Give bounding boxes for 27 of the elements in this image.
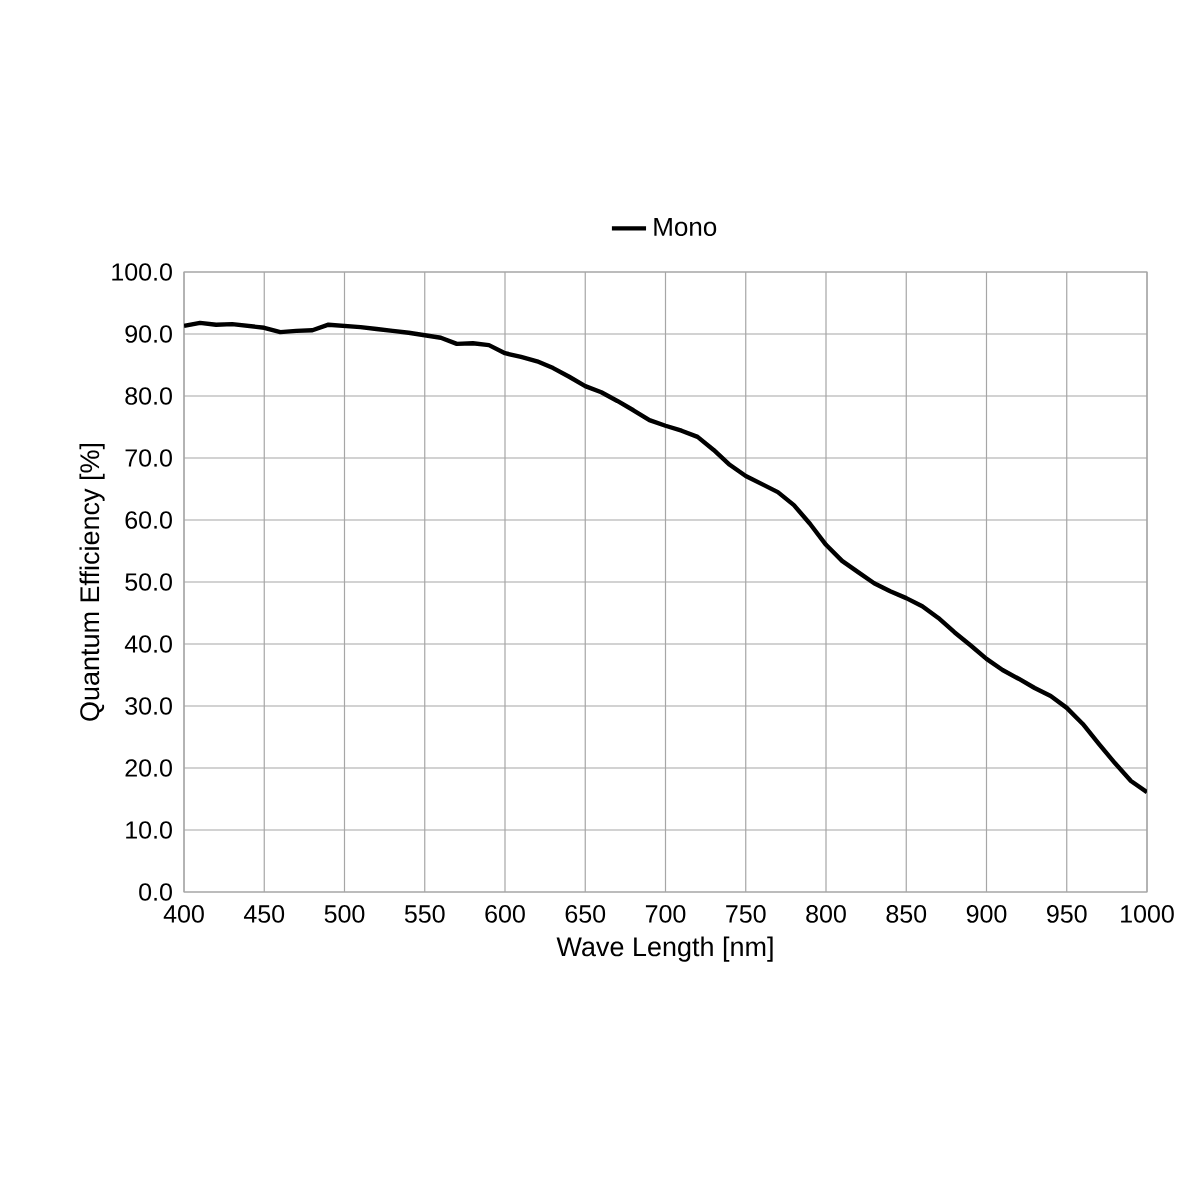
y-tick-label: 40.0: [124, 635, 172, 653]
x-tick-label: 400: [163, 905, 204, 923]
y-tick-label: 20.0: [125, 759, 172, 777]
x-tick-label: 650: [565, 905, 606, 923]
x-tick-label: 900: [966, 905, 1007, 923]
x-axis-title: Wave Length [nm]: [556, 936, 773, 962]
x-tick-label: 800: [806, 905, 846, 923]
x-tick-label: 550: [404, 905, 445, 923]
y-tick-label: 50.0: [125, 573, 172, 591]
y-tick-label: 90.0: [125, 325, 172, 343]
y-tick-label: 60.0: [125, 511, 172, 529]
x-tick-label: 700: [645, 905, 686, 923]
x-tick-label: 600: [485, 905, 525, 923]
x-tick-label: 850: [886, 905, 927, 923]
y-tick-label: 70.0: [125, 449, 172, 467]
y-axis-title: Quantum Efficiency [%]: [79, 443, 105, 721]
legend-label: Mono: [654, 217, 717, 237]
x-tick-label: 750: [726, 905, 766, 923]
y-tick-label: 10.0: [126, 821, 172, 839]
x-tick-label: 500: [324, 905, 365, 923]
x-tick-label: 1000: [1121, 905, 1174, 923]
x-tick-label: 950: [1047, 905, 1087, 923]
x-tick-label: 450: [243, 905, 285, 923]
y-tick-label: 100.0: [112, 263, 172, 281]
y-tick-label: 80.0: [125, 387, 172, 405]
y-tick-label: 0.0: [139, 883, 172, 901]
y-tick-label: 30.0: [125, 697, 172, 715]
